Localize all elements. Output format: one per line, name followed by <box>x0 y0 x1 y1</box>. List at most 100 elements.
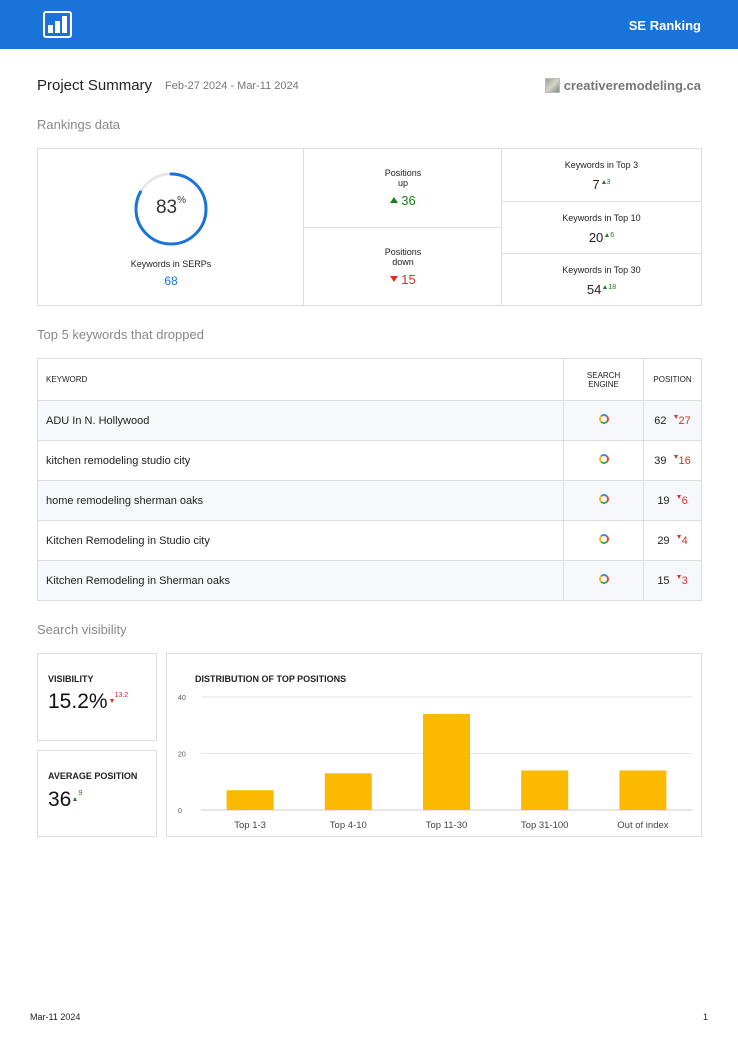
table-row: home remodeling sherman oaks 19 6 <box>36 480 702 521</box>
arrow-down-icon <box>676 534 681 539</box>
position-value: 15 <box>657 574 670 587</box>
engine-cell <box>563 560 645 601</box>
bar-chart-icon <box>43 11 72 38</box>
visibility-value: 15.2% 13.2 <box>48 690 129 713</box>
position-drop: 4 <box>675 534 688 547</box>
positions-up-cell: Positions up 36 <box>304 149 502 228</box>
bar <box>521 770 569 810</box>
col-engine-header: SEARCH ENGINE <box>563 358 645 401</box>
serp-cell: 83% Keywords in SERPs 68 <box>38 149 304 305</box>
distribution-chart-card: DISTRIBUTION OF TOP POSITIONS 0 20 40 Top 1… <box>166 653 702 837</box>
app-header: SE Ranking <box>0 0 738 49</box>
keyword-cell: Kitchen Remodeling in Studio city <box>36 520 565 561</box>
arrow-up-icon <box>390 197 399 203</box>
table-header-row: KEYWORD SEARCH ENGINE POSITION <box>36 358 702 401</box>
serp-label: Keywords in SERPs <box>130 259 212 269</box>
page-title: Project Summary <box>37 77 153 94</box>
arrow-down-icon <box>109 699 114 703</box>
keyword-cell: home remodeling sherman oaks <box>36 480 565 521</box>
position-cell: 15 3 <box>643 560 702 601</box>
col-keyword-header: KEYWORD <box>36 358 565 401</box>
engine-cell <box>563 400 645 441</box>
arrow-down-icon <box>390 276 399 282</box>
top30-cell: Keywords in Top 30 54 18 <box>502 254 701 305</box>
position-value: 29 <box>657 534 670 547</box>
google-icon <box>598 414 609 424</box>
average-position-value: 36 9 <box>48 788 83 811</box>
y-tick-label: 40 <box>178 695 186 702</box>
x-tick-label: Top 11-30 <box>426 820 468 831</box>
positions-up-label: Positions up <box>384 168 422 188</box>
arrow-down-icon <box>673 414 678 419</box>
position-drop: 27 <box>672 414 691 427</box>
arrow-up-icon <box>605 233 610 237</box>
top10-label: Keywords in Top 10 <box>562 213 641 223</box>
x-tick-label: Out of index <box>617 820 668 831</box>
arrow-up-icon <box>603 285 608 289</box>
average-position-card: AVERAGE POSITION 36 9 <box>37 750 157 837</box>
table-row: kitchen remodeling studio city 39 16 <box>36 440 702 481</box>
arrow-down-icon <box>676 494 681 499</box>
position-value: 62 <box>654 414 667 427</box>
position-value: 19 <box>657 494 670 507</box>
rankings-panel: 83% Keywords in SERPs 68 Positions up 36… <box>37 148 702 306</box>
arrow-down-icon <box>673 454 678 459</box>
bar <box>324 773 372 810</box>
arrow-up-icon <box>73 797 78 801</box>
positions-down-label: Positions down <box>384 247 422 267</box>
bar <box>226 790 274 810</box>
position-drop: 3 <box>675 574 688 587</box>
col-position-header: POSITION <box>643 358 702 401</box>
bar <box>423 713 470 810</box>
table-row: Kitchen Remodeling in Sherman oaks 15 3 <box>36 560 702 601</box>
engine-cell <box>563 520 645 561</box>
serp-donut-svg <box>134 172 208 246</box>
visibility-label: VISIBILITY <box>48 674 94 684</box>
bar <box>619 770 667 810</box>
top3-label: Keywords in Top 3 <box>564 160 639 170</box>
top30-label: Keywords in Top 30 <box>562 265 641 275</box>
arrow-down-icon <box>676 574 681 579</box>
arrow-up-icon <box>601 180 606 184</box>
google-icon <box>598 454 609 464</box>
distribution-chart: DISTRIBUTION OF TOP POSITIONS 0 20 40 Top 1… <box>178 674 692 831</box>
positions-down-cell: Positions down 15 <box>304 228 502 305</box>
x-tick-label: Top 1-3 <box>234 820 266 831</box>
site-thumbnail-icon <box>544 78 560 93</box>
table-row: Kitchen Remodeling in Studio city 29 4 <box>36 520 702 561</box>
google-icon <box>598 534 609 544</box>
chart-title: DISTRIBUTION OF TOP POSITIONS <box>195 674 346 684</box>
engine-cell <box>563 480 645 521</box>
footer-date: Mar-11 2024 <box>30 1012 81 1022</box>
site-domain-text: creativeremodeling.ca <box>563 78 701 93</box>
position-value: 39 <box>654 454 667 467</box>
brand-name: SE Ranking <box>628 18 701 33</box>
top10-value: 20 6 <box>588 230 615 245</box>
keyword-cell: Kitchen Remodeling in Sherman oaks <box>36 560 565 601</box>
engine-cell <box>563 440 645 481</box>
site-domain: creativeremodeling.ca <box>544 78 701 93</box>
y-tick-label: 0 <box>178 808 182 815</box>
position-drop: 16 <box>672 454 691 467</box>
position-cell: 39 16 <box>643 440 702 481</box>
top30-value: 54 18 <box>586 282 617 297</box>
positions-up-value: 36 <box>304 193 502 208</box>
position-cell: 29 4 <box>643 520 702 561</box>
date-range: Feb-27 2024 - Mar-11 2024 <box>165 80 299 92</box>
keyword-cell: ADU In N. Hollywood <box>36 400 565 441</box>
google-icon <box>598 494 609 504</box>
table-row: ADU In N. Hollywood 62 27 <box>36 400 702 441</box>
dropped-keywords-table: KEYWORD SEARCH ENGINE POSITION ADU In N.… <box>36 358 702 601</box>
x-tick-label: Top 31-100 <box>521 820 569 831</box>
rankings-section-title: Rankings data <box>37 117 121 132</box>
keyword-cell: kitchen remodeling studio city <box>36 440 565 481</box>
top10-cell: Keywords in Top 10 20 6 <box>502 202 701 254</box>
serp-donut-arc <box>134 172 208 246</box>
position-drop: 6 <box>675 494 688 507</box>
position-cell: 62 27 <box>643 400 702 441</box>
position-cell: 19 6 <box>643 480 702 521</box>
dropped-section-title: Top 5 keywords that dropped <box>37 327 204 342</box>
x-tick-label: Top 4-10 <box>330 820 367 831</box>
